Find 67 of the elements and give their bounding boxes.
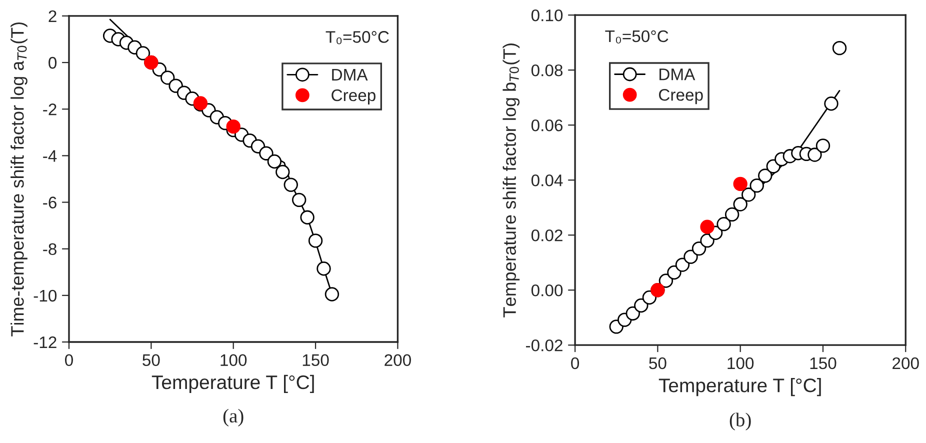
y-axis-title: Temperature shift factor log b$_{T0}$(T) [502,44,520,318]
y-tick-label: -2 [43,104,56,116]
x-tick-label: 200 [384,354,411,366]
point [808,148,822,162]
point [692,241,706,256]
x-axis-title: Temperature T [°C] [658,378,821,396]
point [300,210,314,224]
point [226,119,240,134]
annotation: T₀=50°C [605,30,668,44]
point [316,262,331,276]
point [324,287,340,302]
point [816,138,830,153]
point [667,265,682,280]
text: (a) [223,408,244,426]
point [824,96,838,111]
text: (b) [730,412,751,430]
y-tick-label: 0.08 [531,64,563,76]
point [724,207,740,222]
point [634,298,648,313]
y-tick-label: 0.10 [531,9,563,22]
y-tick-label: 0.00 [531,284,563,296]
legend-label: Creep [659,88,703,104]
y-tick-label: -6 [43,196,56,208]
x-tick-label: 100 [728,357,754,370]
legend-label: DMA [332,69,368,80]
y-tick-label: 0.02 [531,229,562,242]
point [626,306,640,321]
point [276,164,290,180]
point [308,234,323,248]
x-tick-label: 0 [571,357,580,370]
point [267,154,282,169]
y-tick-label: -12 [34,336,56,348]
point [700,220,714,234]
x-tick-label: 100 [220,354,247,366]
x-tick-label: 150 [810,357,836,370]
x-tick-label: 50 [142,354,160,366]
point [832,40,847,56]
x-tick-label: 150 [302,354,329,366]
point [292,192,306,208]
point [733,176,748,192]
x-tick-label: 0 [65,354,73,366]
y-tick-label: -10 [34,290,57,302]
point [750,178,764,193]
y-tick-label: -0.02 [526,340,562,352]
point [160,70,175,85]
point [758,168,772,183]
x-axis-title: Temperature T [°C] [152,374,314,394]
point [742,188,756,202]
y-axis-title: Time-temperature shift factor log a$_{T0}$(T) [10,22,28,336]
point [684,250,698,264]
legend-label: Creep [332,89,376,104]
y-tick-label: 0 [48,56,57,69]
y-tick-label: 0.06 [531,119,563,132]
y-tick-label: 0.04 [531,174,563,186]
point [284,178,298,192]
y-tick-label: 2 [48,10,56,22]
x-tick-label: 200 [892,357,919,370]
legend-label: DMA [660,68,696,80]
x-tick-label: 50 [649,357,666,370]
y-tick-label: -8 [43,243,56,256]
y-tick-label: -4 [43,150,57,162]
annotation: T₀=50°C [326,31,389,44]
point [675,258,690,272]
point [716,216,731,232]
point [136,46,150,60]
point [259,146,274,160]
point [733,197,748,212]
